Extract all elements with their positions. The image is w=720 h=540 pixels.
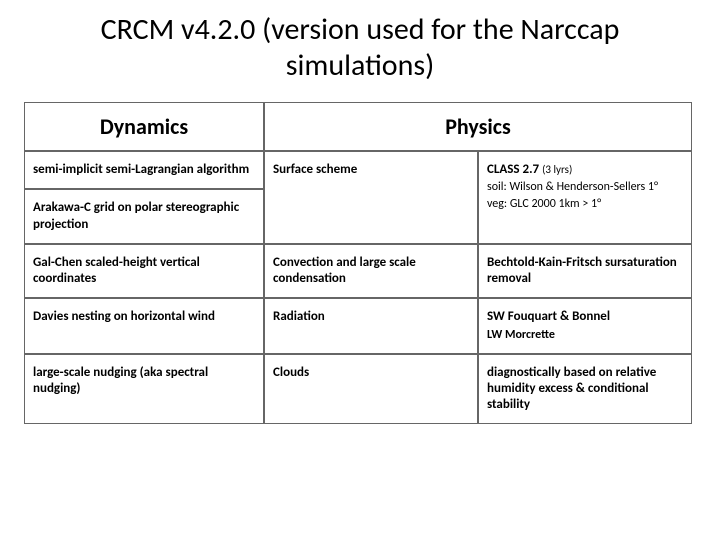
header-dynamics: Dynamics [24,102,264,151]
phys-1-name: Convection and large scale condensation [264,244,478,299]
dyn-3: Davies nesting on horizontal wind [24,298,264,353]
phys-3-value: diagnostically based on relative humidit… [478,354,692,425]
dyn-1: Arakawa-C grid on polar stereographic pr… [24,189,264,244]
phys-0-note: (3 lyrs) [542,163,572,176]
slide: CRCM v4.2.0 (version used for the Narcca… [0,0,720,540]
phys-0-name: Surface scheme [264,151,478,244]
phys-0-sub1: soil: Wilson & Henderson-Sellers 1° [487,180,683,195]
phys-0-sub2: veg: GLC 2000 1km > 1° [487,197,683,212]
dyn-2: Gal-Chen scaled-height vertical coordina… [24,244,264,299]
phys-2-main: SW Fouquart & Bonnel [487,309,610,324]
phys-0-main: CLASS 2.7 [487,162,539,177]
phys-3-name: Clouds [264,354,478,425]
dyn-4: large-scale nudging (aka spectral nudgin… [24,354,264,425]
slide-title: CRCM v4.2.0 (version used for the Narcca… [24,12,696,84]
phys-2-sub1: LW Morcrette [487,328,683,343]
dyn-0: semi-implicit semi-Lagrangian algorithm [24,151,264,189]
phys-2-value: SW Fouquart & Bonnel LW Morcrette [478,298,692,353]
phys-2-name: Radiation [264,298,478,353]
phys-0-value: CLASS 2.7 (3 lyrs) soil: Wilson & Hender… [478,151,692,244]
comparison-table: Dynamics Physics semi-implicit semi-Lagr… [24,102,696,424]
header-physics: Physics [264,102,692,151]
phys-1-value: Bechtold-Kain-Fritsch sursaturation remo… [478,244,692,299]
